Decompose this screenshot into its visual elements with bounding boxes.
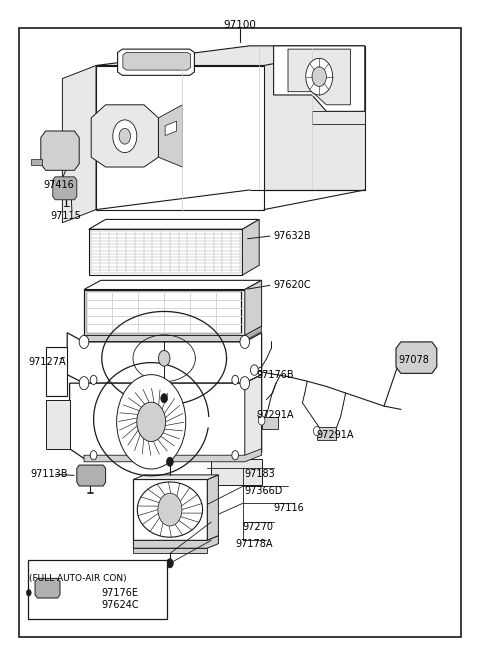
Polygon shape [165,121,177,136]
Polygon shape [288,49,350,105]
Text: 97078: 97078 [398,355,429,365]
Bar [86,291,241,333]
Polygon shape [123,52,191,70]
Circle shape [167,559,173,568]
Polygon shape [312,111,365,124]
Text: 97127A: 97127A [29,356,66,367]
Text: 97624C: 97624C [102,600,139,610]
Polygon shape [70,375,262,458]
Text: 97416: 97416 [43,179,74,190]
Polygon shape [158,105,182,167]
Circle shape [158,493,182,526]
Polygon shape [274,46,365,111]
Text: 97270: 97270 [242,521,274,532]
Circle shape [161,394,168,403]
Text: 97176B: 97176B [257,369,294,380]
Circle shape [158,350,170,366]
Text: (FULL AUTO-AIR CON): (FULL AUTO-AIR CON) [29,574,127,583]
Polygon shape [89,219,259,229]
Circle shape [251,365,258,375]
Polygon shape [84,280,262,290]
Text: 97178A: 97178A [235,538,273,549]
Polygon shape [245,326,262,341]
Polygon shape [84,290,245,335]
Circle shape [113,120,137,153]
Polygon shape [133,536,218,548]
Text: 97366D: 97366D [245,486,283,496]
Text: 97632B: 97632B [274,231,311,241]
Text: 97183: 97183 [245,469,276,479]
Circle shape [26,590,31,596]
Polygon shape [317,427,336,440]
Text: 97116: 97116 [274,503,304,514]
Circle shape [79,377,89,390]
Polygon shape [118,49,194,75]
Circle shape [90,451,97,460]
Polygon shape [211,458,262,485]
Polygon shape [245,375,262,458]
Circle shape [79,335,89,348]
Polygon shape [62,66,96,223]
Text: 97100: 97100 [224,20,256,30]
Polygon shape [31,159,42,165]
Circle shape [240,377,250,390]
Circle shape [232,375,239,384]
Polygon shape [242,219,259,275]
Polygon shape [84,335,245,341]
Polygon shape [91,105,158,167]
Circle shape [137,402,166,441]
Bar [28,560,167,619]
Polygon shape [133,548,207,553]
Circle shape [117,375,186,469]
Polygon shape [262,417,278,429]
Polygon shape [53,177,77,200]
Polygon shape [67,333,262,383]
Polygon shape [396,342,437,373]
Polygon shape [96,66,264,210]
Polygon shape [35,578,60,598]
Polygon shape [133,475,218,479]
Polygon shape [133,479,207,540]
Circle shape [313,426,320,436]
Circle shape [240,335,250,348]
Polygon shape [89,229,242,275]
Polygon shape [84,449,262,462]
Circle shape [312,67,326,86]
Polygon shape [41,131,79,170]
Polygon shape [46,400,70,449]
Polygon shape [245,280,262,335]
Polygon shape [77,465,106,486]
Text: 97113B: 97113B [30,469,68,479]
Polygon shape [96,46,365,66]
Circle shape [119,128,131,144]
Polygon shape [207,475,218,540]
Circle shape [90,375,97,384]
Circle shape [258,416,265,425]
Polygon shape [250,46,365,190]
Text: 97620C: 97620C [274,280,311,290]
Circle shape [306,58,333,95]
Polygon shape [46,347,67,396]
Circle shape [167,457,173,466]
Text: 97291A: 97291A [257,410,294,421]
Text: 97291A: 97291A [317,430,354,440]
Text: 97176E: 97176E [102,588,139,598]
Circle shape [232,451,239,460]
Text: 97115: 97115 [50,211,81,221]
